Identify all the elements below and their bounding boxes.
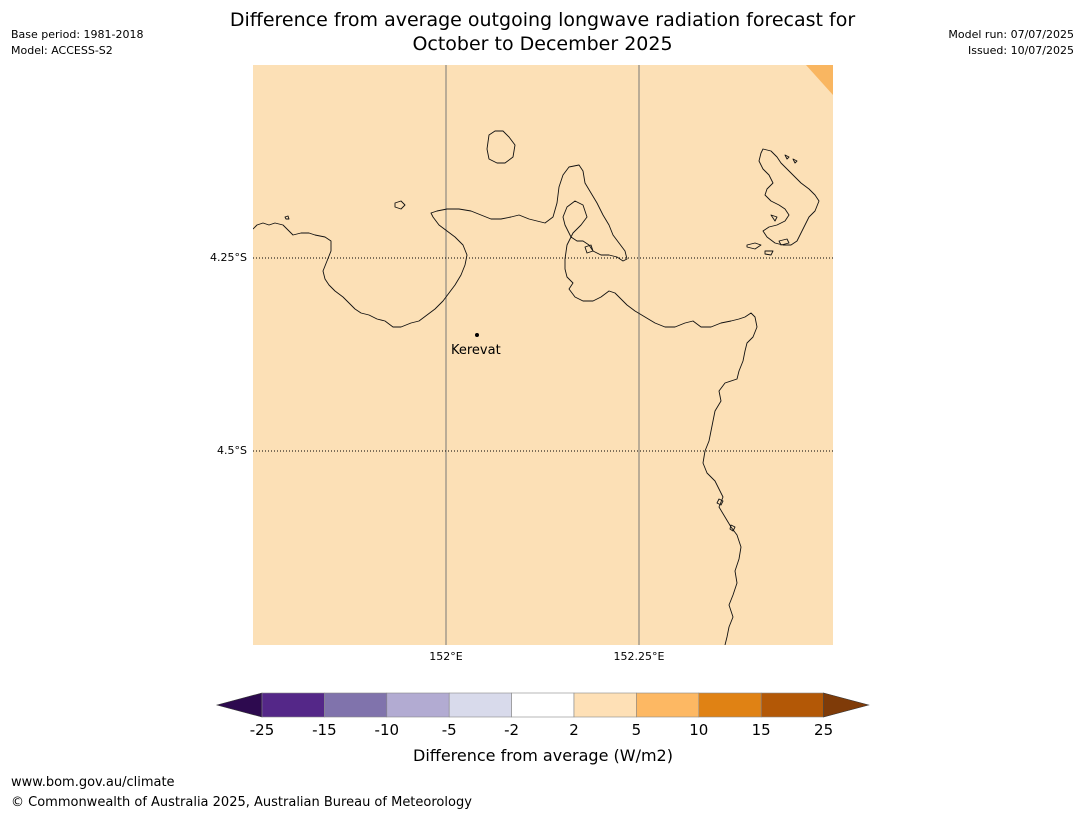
footer-url[interactable]: www.bom.gov.au/climate (11, 775, 175, 790)
colorbar-bin (760, 692, 824, 718)
islet-south-1 (716, 498, 724, 506)
colorbar-bin (448, 692, 512, 718)
base-period-text: Base period: 1981-2018 (11, 28, 144, 41)
anomaly-corner-patch (806, 65, 833, 95)
lat-label-4-25: 4.25°S (210, 251, 247, 264)
islet-e4 (770, 214, 778, 222)
lon-label-152-25: 152.25°E (613, 650, 665, 663)
colorbar-tick-label: 25 (814, 721, 834, 739)
footer-copyright: © Commonwealth of Australia 2025, Austra… (11, 795, 472, 810)
colorbar-extend-low (215, 692, 263, 718)
colorbar-bin (386, 692, 450, 718)
header-left: Base period: 1981-2018 Model: ACCESS-S2 (11, 27, 143, 59)
islet-e6 (792, 158, 798, 164)
issued-text: Issued: 10/07/2025 (967, 44, 1074, 57)
islet-dot (284, 215, 290, 220)
colorbar-title: Difference from average (W/m2) (413, 746, 673, 765)
colorbar (215, 692, 870, 718)
lat-label-4-5: 4.5°S (217, 444, 247, 457)
map-svg (253, 65, 833, 645)
islet-e1 (746, 242, 762, 250)
coastline-main (253, 164, 758, 645)
colorbar-tick-label: -5 (441, 721, 457, 739)
colorbar-tick-label: 5 (631, 721, 642, 739)
map-panel[interactable] (253, 65, 833, 645)
colorbar-bin (511, 692, 575, 718)
lon-label-152: 152°E (429, 650, 463, 663)
island-group-east (758, 148, 820, 246)
colorbar-tick-label: 15 (751, 721, 771, 739)
islet-south-2 (729, 524, 736, 532)
title-line-1: Difference from average outgoing longwav… (229, 9, 856, 31)
islet-e5 (784, 154, 790, 160)
islet-west (394, 200, 406, 210)
islet-e2 (764, 250, 774, 256)
place-label-kerevat: Kerevat (451, 343, 501, 358)
title-line-2: October to December 2025 (412, 33, 673, 55)
colorbar-bin (698, 692, 762, 718)
island-north (486, 130, 516, 164)
colorbar-tick-label: 2 (569, 721, 579, 739)
colorbar-tick-label: -15 (312, 721, 337, 739)
kerevat-dot (475, 333, 479, 337)
colorbar-tick-label: -2 (504, 721, 520, 739)
colorbar-bin (261, 692, 325, 718)
model-run-text: Model run: 07/07/2025 (948, 28, 1074, 41)
colorbar-tick-label: 10 (689, 721, 709, 739)
header-right: Model run: 07/07/2025 Issued: 10/07/2025 (948, 27, 1074, 59)
colorbar-tick-label: -25 (249, 721, 275, 739)
islet-e3 (778, 238, 790, 246)
map-title: Difference from average outgoing longwav… (180, 8, 905, 56)
model-text: Model: ACCESS-S2 (11, 44, 113, 57)
colorbar-extend-high (823, 692, 870, 718)
colorbar-bin (636, 692, 700, 718)
island-blanche-bay (584, 244, 594, 254)
colorbar-bin (573, 692, 637, 718)
colorbar-bin (324, 692, 388, 718)
colorbar-tick-label: -10 (374, 721, 400, 739)
